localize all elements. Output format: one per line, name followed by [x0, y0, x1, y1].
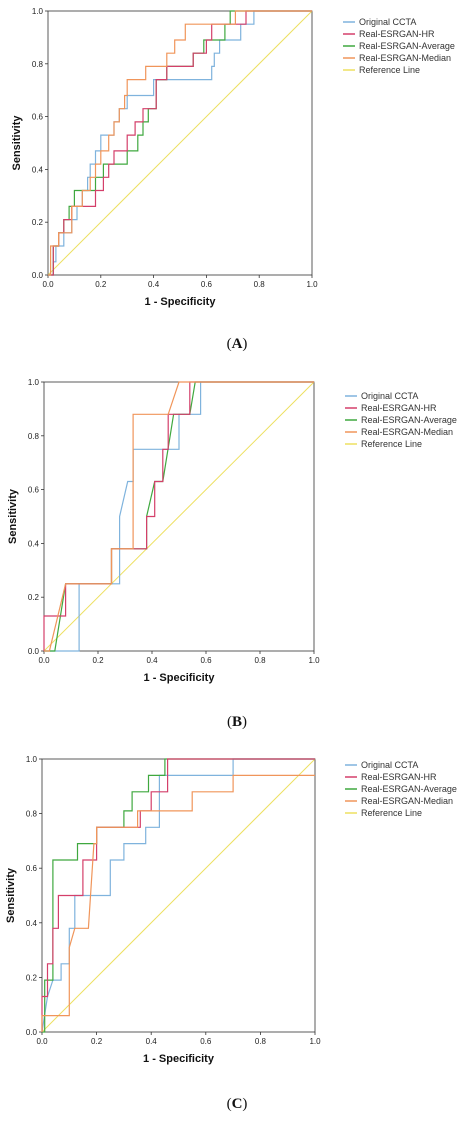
legend-label-reference: Reference Line	[361, 439, 422, 449]
legend-label-average: Real-ESRGAN-Average	[361, 415, 457, 425]
x-tick-label: 0.0	[38, 656, 50, 665]
x-tick-label: 0.4	[146, 1037, 158, 1046]
x-tick-label: 0.2	[95, 280, 107, 289]
roc-chart-c: 0.0 0.2 0.4 0.6 0.8 1.0 0.0 0.2 0.4 0.6 0.8 1.0 1 - …	[5, 755, 457, 1065]
roc-chart-b: 0.0 0.2 0.4 0.6 0.8 1.0 0.0 0.2 0.4 0.6 0.8 1.0 1 - …	[7, 378, 457, 684]
caption-c: (C)	[226, 1096, 248, 1112]
series-line-reference	[43, 381, 315, 652]
series-line-hr	[48, 10, 312, 276]
y-tick-label: 0.2	[28, 593, 40, 602]
roc-chart-a: 0.0 0.2 0.4 0.6 0.8 1.0 0.0 0.2 0.4 0.6 0.8 1.0 1 - …	[11, 7, 455, 308]
legend-label-median: Real-ESRGAN-Median	[361, 796, 453, 806]
x-tick-label: 0.6	[201, 280, 213, 289]
legend-label-median: Real-ESRGAN-Median	[359, 53, 451, 63]
y-tick-label: 0.0	[26, 1028, 38, 1037]
y-tick-label: 0.4	[28, 539, 40, 548]
series-line-median	[44, 381, 314, 652]
legend-label-median: Real-ESRGAN-Median	[361, 427, 453, 437]
y-tick-label: 1.0	[32, 7, 44, 16]
legend-label-original: Original CCTA	[359, 17, 416, 27]
x-tick-label: 1.0	[309, 1037, 321, 1046]
plot-frame-a	[47, 10, 313, 276]
caption-a: (A)	[226, 336, 248, 352]
y-tick-label: 0.2	[26, 973, 38, 982]
series-line-hr	[41, 758, 315, 1032]
x-tick-label: 0.4	[146, 656, 158, 665]
y-axis-label: Sensitivity	[5, 867, 17, 923]
legend-label-hr: Real-ESRGAN-HR	[361, 772, 437, 782]
series-line-reference	[47, 10, 313, 276]
x-tick-label: 0.2	[91, 1037, 103, 1046]
x-axis-label: 1 - Specificity	[145, 296, 217, 308]
x-tick-label: 0.2	[92, 656, 104, 665]
x-tick-label: 1.0	[308, 656, 320, 665]
x-tick-label: 0.8	[254, 656, 266, 665]
y-tick-label: 0.0	[32, 271, 44, 280]
y-tick-label: 0.2	[32, 218, 44, 227]
y-tick-label: 0.4	[32, 165, 44, 174]
y-tick-label: 0.6	[32, 113, 44, 122]
y-tick-label: 1.0	[26, 755, 38, 764]
series-line-hr	[43, 381, 314, 651]
x-tick-label: 0.6	[200, 656, 212, 665]
x-tick-label: 0.0	[36, 1037, 48, 1046]
series-line-original	[41, 758, 315, 1033]
legend-label-original: Original CCTA	[361, 391, 418, 401]
y-axis-label: Sensitivity	[11, 115, 23, 171]
y-tick-label: 0.8	[28, 432, 40, 441]
x-tick-label: 0.8	[254, 280, 266, 289]
x-tick-label: 0.8	[255, 1037, 267, 1046]
series-line-reference	[41, 758, 316, 1033]
x-axis-label: 1 - Specificity	[144, 672, 216, 684]
x-tick-label: 0.4	[148, 280, 160, 289]
y-tick-label: 0.0	[28, 647, 40, 656]
series-line-median	[41, 774, 315, 1032]
y-tick-label: 0.8	[32, 60, 44, 69]
x-tick-label: 0.6	[200, 1037, 212, 1046]
caption-b: (B)	[226, 714, 247, 730]
y-tick-label: 0.8	[26, 810, 38, 819]
legend-label-hr: Real-ESRGAN-HR	[359, 29, 435, 39]
y-axis-label: Sensitivity	[7, 488, 19, 544]
legend-label-average: Real-ESRGAN-Average	[361, 784, 457, 794]
y-tick-label: 0.6	[26, 864, 38, 873]
legend-label-average: Real-ESRGAN-Average	[359, 41, 455, 51]
x-tick-label: 1.0	[306, 280, 318, 289]
legend-label-hr: Real-ESRGAN-HR	[361, 403, 437, 413]
legend-label-reference: Reference Line	[361, 808, 422, 818]
y-tick-label: 0.6	[28, 486, 40, 495]
x-axis-label: 1 - Specificity	[143, 1053, 215, 1065]
legend-label-reference: Reference Line	[359, 65, 420, 75]
y-tick-label: 0.4	[26, 919, 38, 928]
legend-label-original: Original CCTA	[361, 760, 418, 770]
x-tick-label: 0.0	[42, 280, 54, 289]
y-tick-label: 1.0	[28, 378, 40, 387]
series-line-median	[48, 10, 312, 276]
